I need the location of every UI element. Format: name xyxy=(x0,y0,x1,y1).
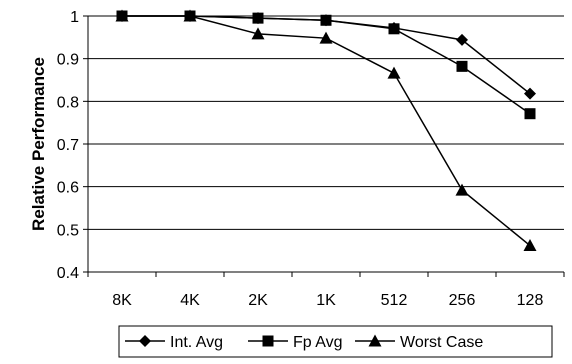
series-line xyxy=(122,15,531,95)
legend-box xyxy=(118,325,553,358)
x-tick-label: 1K xyxy=(316,292,336,309)
data-point xyxy=(524,108,536,120)
legend-marker xyxy=(368,334,382,347)
data-point xyxy=(388,23,400,35)
y-tick-label: 0.7 xyxy=(57,137,79,154)
data-point xyxy=(456,33,468,46)
legend-marker xyxy=(262,335,274,347)
data-point xyxy=(523,239,537,252)
x-tick-label: 4K xyxy=(180,292,200,309)
y-tick-label: 0.5 xyxy=(57,222,79,239)
series-line xyxy=(122,15,531,115)
data-point xyxy=(183,9,197,22)
data-point xyxy=(456,60,468,72)
y-tick-label: 1 xyxy=(70,9,79,26)
series-line xyxy=(122,15,531,247)
legend-item: Int. Avg xyxy=(125,334,223,351)
gridlines xyxy=(83,15,564,273)
data-point xyxy=(252,12,264,24)
y-tick-label: 0.8 xyxy=(57,94,79,111)
legend-label: Fp Avg xyxy=(293,334,343,351)
x-tick-label: 128 xyxy=(517,292,544,309)
x-tick-label: 2K xyxy=(248,292,268,309)
data-point xyxy=(455,183,469,196)
data-point xyxy=(524,87,536,100)
x-tick-label: 8K xyxy=(112,292,132,309)
y-tick-label: 0.6 xyxy=(57,180,79,197)
series-group xyxy=(115,9,537,252)
legend-marker xyxy=(139,335,151,347)
x-tick-label: 256 xyxy=(449,292,476,309)
data-point xyxy=(115,9,129,22)
series-fp-avg xyxy=(116,10,536,120)
legend-label: Worst Case xyxy=(400,334,483,351)
y-tick-label: 0.9 xyxy=(57,52,79,69)
y-tick-label: 0.4 xyxy=(57,265,79,282)
data-point xyxy=(319,31,333,44)
legend-item: Worst Case xyxy=(355,334,483,351)
legend: Int. Avg Fp Avg Worst Case xyxy=(118,325,553,358)
y-tick-labels: 0.4 0.5 0.6 0.7 0.8 0.9 1 xyxy=(57,9,79,282)
x-tick-labels: 8K 4K 2K 1K 512 256 128 xyxy=(112,292,543,309)
legend-label: Int. Avg xyxy=(170,334,223,351)
x-tick-label: 512 xyxy=(381,292,408,309)
data-point xyxy=(320,14,332,26)
data-point xyxy=(251,27,265,40)
data-point xyxy=(387,66,401,79)
y-axis-label: Relative Performance xyxy=(29,57,48,231)
axes xyxy=(87,16,565,277)
legend-item: Fp Avg xyxy=(248,334,343,351)
series-worst-case xyxy=(115,9,537,252)
